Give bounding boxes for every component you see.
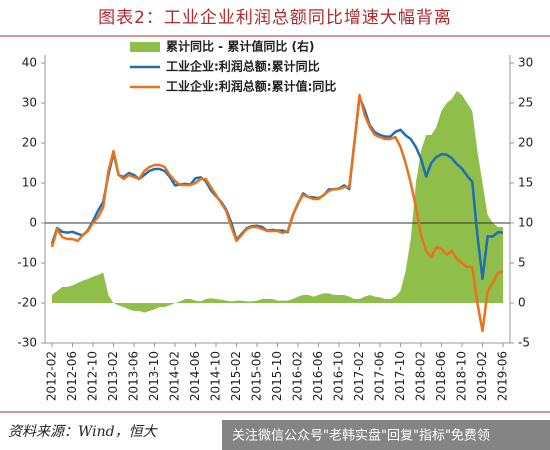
x-tick-label: 2013-06	[127, 351, 141, 401]
x-tick-label: 2018-06	[434, 351, 448, 401]
x-tick-label: 2019-06	[496, 351, 510, 401]
x-tick-label: 2018-02	[414, 351, 428, 401]
x-tick-label: 2019-02	[475, 351, 489, 401]
x-tick-label: 2017-06	[373, 351, 387, 401]
x-tick-label: 2016-02	[291, 351, 305, 401]
y2-tick-label: 20	[518, 136, 533, 150]
x-tick-label: 2012-10	[86, 351, 100, 401]
y-tick-label: 10	[22, 176, 37, 190]
y-tick-label: -20	[17, 296, 37, 310]
x-tick-label: 2013-10	[147, 351, 161, 401]
y2-tick-label: 5	[518, 256, 526, 270]
x-tick-label: 2013-02	[106, 351, 120, 401]
line	[50, 93, 504, 333]
area	[52, 91, 503, 313]
x-tick-label: 2012-02	[45, 351, 59, 401]
y-tick-label: 0	[29, 216, 37, 230]
y2-tick-label: 30	[518, 56, 533, 70]
legend-label: 累计同比 - 累计值同比 (右)	[166, 39, 314, 54]
x-tick-label: 2014-02	[168, 351, 182, 401]
y2-tick-label: -5	[518, 336, 530, 350]
legend-swatch	[130, 42, 160, 52]
y-tick-label: 30	[22, 96, 37, 110]
x-tick-label: 2015-06	[250, 351, 264, 401]
x-tick-label: 2016-10	[332, 351, 346, 401]
x-tick-label: 2012-06	[65, 351, 79, 401]
plot: -30 -20 -10 0 10 20 30 40 -5 0 5 10 15 20 25 30 2012-02 2…	[17, 39, 533, 402]
x-tick-label: 2015-02	[229, 351, 243, 401]
x-tick-label: 2017-02	[352, 351, 366, 401]
y-tick-label: 20	[22, 136, 37, 150]
y-tick-label: -10	[17, 256, 37, 270]
y2-tick-label: 10	[518, 216, 533, 230]
x-tick-label: 2014-06	[188, 351, 202, 401]
x-tick-label: 2017-10	[393, 351, 407, 401]
y-tick-label: 40	[22, 56, 37, 70]
x-tick-label: 2014-10	[209, 351, 223, 401]
y2-tick-label: 15	[518, 176, 533, 190]
y-tick-label: -30	[17, 336, 37, 350]
chart-title: 图表2：工业企业利润总额同比增速大幅背离	[98, 8, 452, 28]
legend-label: 工业企业:利润总额:累计值:同比	[166, 79, 336, 94]
watermark-bg	[222, 420, 550, 450]
x-tick-label: 2015-10	[270, 351, 284, 401]
source: 资料来源：Wind，恒大	[8, 424, 159, 440]
watermark: 关注微信公众号"老韩实盘"回复"指标"免费领	[232, 428, 490, 444]
legend-label: 工业企业:利润总额:累计同比	[166, 59, 320, 74]
y2-tick-label: 0	[518, 296, 526, 310]
x-tick-label: 2018-10	[455, 351, 469, 401]
x-tick-label: 2016-06	[311, 351, 325, 401]
y2-tick-label: 25	[518, 96, 533, 110]
